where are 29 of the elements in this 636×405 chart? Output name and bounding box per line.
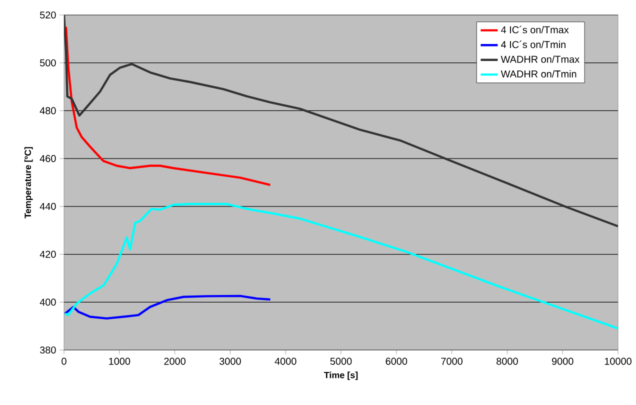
y-tick-label: 400 bbox=[40, 298, 56, 306]
y-tick-label: 480 bbox=[40, 107, 56, 114]
x-tick-label: 8000 bbox=[496, 358, 518, 365]
y-axis-title: Temperature [ºC] bbox=[24, 147, 33, 218]
y-tick-label: 380 bbox=[40, 346, 56, 354]
x-tick-label: 6000 bbox=[386, 358, 408, 365]
x-tick-label: 0 bbox=[62, 358, 66, 365]
line-series bbox=[64, 26, 272, 186]
y-tick-label: 420 bbox=[40, 250, 56, 258]
x-tick-label: 3000 bbox=[219, 358, 241, 365]
x-tick-label: 9000 bbox=[552, 358, 574, 365]
x-axis-title: Time [s] bbox=[324, 372, 358, 380]
x-tick-label: 10000 bbox=[604, 358, 632, 365]
x-tick-label: 5000 bbox=[330, 358, 352, 365]
y-tick-label: 500 bbox=[40, 59, 56, 66]
line-series bbox=[64, 294, 272, 320]
x-tick-label: 7000 bbox=[441, 358, 462, 365]
legend-label: 4 IC´s on/Tmin bbox=[501, 40, 566, 48]
x-tick-label: 4000 bbox=[274, 358, 296, 365]
y-tick-label: 460 bbox=[40, 155, 56, 162]
legend-label: WADHR on/Tmin bbox=[500, 70, 576, 78]
legend-label: WADHR on/Tmax bbox=[500, 55, 580, 63]
line-series bbox=[64, 14, 618, 228]
line-series bbox=[64, 202, 618, 330]
y-tick-label: 520 bbox=[40, 11, 56, 19]
x-tick-label: 2000 bbox=[164, 358, 186, 365]
x-tick-label: 1000 bbox=[109, 358, 130, 365]
y-tick-label: 440 bbox=[40, 202, 56, 210]
legend-label: 4 IC´s on/Tmax bbox=[501, 26, 569, 34]
